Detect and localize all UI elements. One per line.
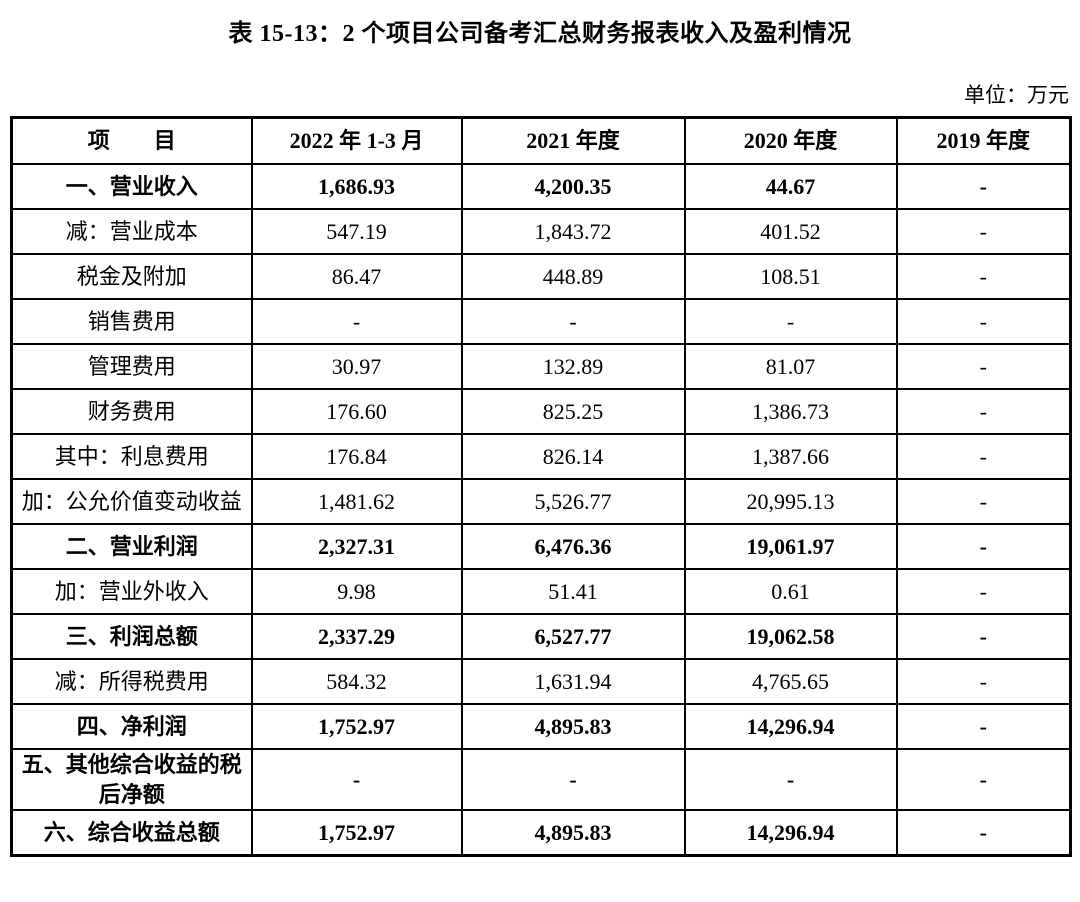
row-label: 一、营业收入 xyxy=(10,163,253,210)
cell-value: 584.32 xyxy=(250,658,463,705)
cell-value: 4,895.83 xyxy=(460,703,686,750)
cell-value: 825.25 xyxy=(460,388,686,435)
table-row-operating-revenue: 一、营业收入 1,686.93 4,200.35 44.67 - xyxy=(10,163,1072,210)
table-row-total-comprehensive-income: 六、综合收益总额 1,752.97 4,895.83 14,296.94 - xyxy=(10,809,1072,857)
header-cell-2020: 2020 年度 xyxy=(683,116,898,165)
cell-value: - xyxy=(895,658,1072,705)
cell-value: - xyxy=(895,568,1072,615)
cell-value: 19,062.58 xyxy=(683,613,898,660)
cell-value: - xyxy=(460,298,686,345)
cell-value: 1,387.66 xyxy=(683,433,898,480)
cell-value: - xyxy=(250,747,463,812)
table-row-taxes-surcharges: 税金及附加 86.47 448.89 108.51 - xyxy=(10,253,1072,300)
cell-value: 448.89 xyxy=(460,253,686,300)
header-cell-2019: 2019 年度 xyxy=(895,116,1072,165)
table-row-non-operating-income: 加：营业外收入 9.98 51.41 0.61 - xyxy=(10,568,1072,615)
financial-table: 项 目 2022 年 1-3 月 2021 年度 2020 年度 2019 年度… xyxy=(10,116,1072,858)
unit-label: 单位：万元 xyxy=(964,83,1069,107)
cell-value: - xyxy=(683,747,898,812)
cell-value: 5,526.77 xyxy=(460,478,686,525)
table-row-financial-expenses: 财务费用 176.60 825.25 1,386.73 - xyxy=(10,388,1072,435)
cell-value: - xyxy=(250,298,463,345)
cell-value: - xyxy=(895,809,1072,857)
cell-value: 1,686.93 xyxy=(250,163,463,210)
cell-value: - xyxy=(895,433,1072,480)
cell-value: - xyxy=(895,298,1072,345)
page-title: 表 15-13：2 个项目公司备考汇总财务报表收入及盈利情况 xyxy=(228,21,852,47)
table-row-interest-expense: 其中：利息费用 176.84 826.14 1,387.66 - xyxy=(10,433,1072,480)
table-row-other-comprehensive-income: 五、其他综合收益的税后净额 - - - - xyxy=(10,747,1072,812)
cell-value: - xyxy=(895,523,1072,570)
table-header-row: 项 目 2022 年 1-3 月 2021 年度 2020 年度 2019 年度 xyxy=(10,116,1072,165)
table-row-fair-value-gains: 加：公允价值变动收益 1,481.62 5,526.77 20,995.13 - xyxy=(10,478,1072,525)
cell-value: 0.61 xyxy=(683,568,898,615)
cell-value: 1,752.97 xyxy=(250,809,463,857)
table-row-net-profit: 四、净利润 1,752.97 4,895.83 14,296.94 - xyxy=(10,703,1072,750)
row-label: 其中：利息费用 xyxy=(10,433,253,480)
cell-value: 826.14 xyxy=(460,433,686,480)
table-row-income-tax: 减：所得税费用 584.32 1,631.94 4,765.65 - xyxy=(10,658,1072,705)
row-label: 减：所得税费用 xyxy=(10,658,253,705)
cell-value: 14,296.94 xyxy=(683,703,898,750)
cell-value: 176.84 xyxy=(250,433,463,480)
cell-value: 132.89 xyxy=(460,343,686,390)
cell-value: 6,476.36 xyxy=(460,523,686,570)
cell-value: - xyxy=(895,747,1072,812)
row-label: 四、净利润 xyxy=(10,703,253,750)
table-row-total-profit: 三、利润总额 2,337.29 6,527.77 19,062.58 - xyxy=(10,613,1072,660)
cell-value: 81.07 xyxy=(683,343,898,390)
cell-value: 6,527.77 xyxy=(460,613,686,660)
cell-value: - xyxy=(895,388,1072,435)
header-cell-2021: 2021 年度 xyxy=(460,116,686,165)
cell-value: - xyxy=(895,343,1072,390)
row-label: 税金及附加 xyxy=(10,253,253,300)
cell-value: 2,327.31 xyxy=(250,523,463,570)
cell-value: 108.51 xyxy=(683,253,898,300)
row-label: 财务费用 xyxy=(10,388,253,435)
cell-value: - xyxy=(460,747,686,812)
cell-value: 1,386.73 xyxy=(683,388,898,435)
row-label: 销售费用 xyxy=(10,298,253,345)
table-row-operating-cost: 减：营业成本 547.19 1,843.72 401.52 - xyxy=(10,208,1072,255)
row-label: 二、营业利润 xyxy=(10,523,253,570)
row-label: 六、综合收益总额 xyxy=(10,809,253,857)
cell-value: 30.97 xyxy=(250,343,463,390)
header-cell-item: 项 目 xyxy=(10,116,253,165)
cell-value: 2,337.29 xyxy=(250,613,463,660)
cell-value: - xyxy=(895,703,1072,750)
cell-value: - xyxy=(895,163,1072,210)
cell-value: - xyxy=(895,478,1072,525)
cell-value: - xyxy=(895,208,1072,255)
cell-value: 1,752.97 xyxy=(250,703,463,750)
row-label: 管理费用 xyxy=(10,343,253,390)
cell-value: 44.67 xyxy=(683,163,898,210)
header-cell-2022-1-3: 2022 年 1-3 月 xyxy=(250,116,463,165)
cell-value: 14,296.94 xyxy=(683,809,898,857)
table-row-admin-expenses: 管理费用 30.97 132.89 81.07 - xyxy=(10,343,1072,390)
cell-value: 51.41 xyxy=(460,568,686,615)
cell-value: 547.19 xyxy=(250,208,463,255)
cell-value: - xyxy=(895,613,1072,660)
cell-value: 9.98 xyxy=(250,568,463,615)
cell-value: 1,843.72 xyxy=(460,208,686,255)
table-row-operating-profit: 二、营业利润 2,327.31 6,476.36 19,061.97 - xyxy=(10,523,1072,570)
table-row-selling-expenses: 销售费用 - - - - xyxy=(10,298,1072,345)
cell-value: - xyxy=(683,298,898,345)
cell-value: 401.52 xyxy=(683,208,898,255)
cell-value: 4,895.83 xyxy=(460,809,686,857)
row-label: 三、利润总额 xyxy=(10,613,253,660)
cell-value: 20,995.13 xyxy=(683,478,898,525)
cell-value: 4,200.35 xyxy=(460,163,686,210)
cell-value: 1,631.94 xyxy=(460,658,686,705)
cell-value: 1,481.62 xyxy=(250,478,463,525)
cell-value: 176.60 xyxy=(250,388,463,435)
row-label: 加：公允价值变动收益 xyxy=(10,478,253,525)
cell-value: 19,061.97 xyxy=(683,523,898,570)
cell-value: 4,765.65 xyxy=(683,658,898,705)
row-label: 五、其他综合收益的税后净额 xyxy=(10,747,253,812)
cell-value: 86.47 xyxy=(250,253,463,300)
row-label: 减：营业成本 xyxy=(10,208,253,255)
row-label: 加：营业外收入 xyxy=(10,568,253,615)
cell-value: - xyxy=(895,253,1072,300)
